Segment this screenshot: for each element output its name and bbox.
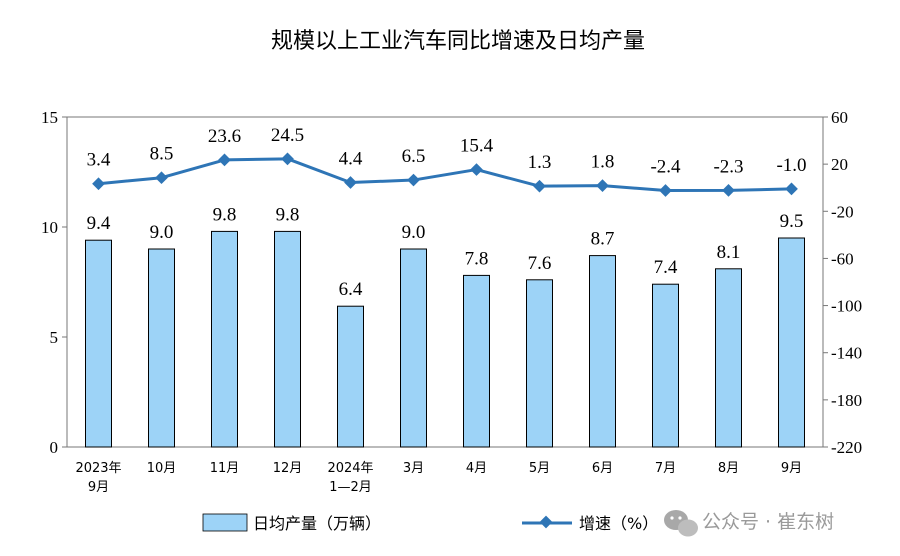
line-point	[218, 153, 231, 167]
category-label: 9月	[781, 461, 802, 476]
line-point	[470, 163, 483, 176]
bar-value-label: 7.8	[465, 248, 489, 269]
bar-data-labels: 9.4 9.0 9.8 9.8 6.4 9.0 7.8 7.6 8.7 7.4 8.1 9.5	[87, 204, 804, 300]
line-value-label: 15.4	[460, 136, 494, 157]
right-tick-label: -20	[831, 202, 854, 221]
category-label: 10月	[147, 461, 177, 476]
legend-bar-label: 日均产量（万辆）	[253, 514, 381, 533]
line-point	[92, 177, 105, 191]
bar	[337, 305, 364, 448]
line-value-label: 6.5	[402, 146, 426, 167]
right-axis: -220 -180 -140 -100 -60 -20 20 60	[823, 108, 862, 457]
left-tick-label: 0	[50, 438, 59, 457]
right-tick-label: -140	[831, 344, 862, 363]
left-tick-label: 15	[41, 108, 58, 127]
bar-value-label: 7.6	[528, 253, 552, 274]
category-label: 2024年	[327, 461, 373, 476]
line-value-label: 1.8	[591, 152, 615, 173]
line-value-label: 4.4	[339, 149, 363, 170]
legend: 日均产量（万辆） 增速（%）	[202, 513, 658, 533]
line-value-label: 24.5	[271, 125, 304, 146]
bar-value-label: 7.4	[654, 257, 678, 278]
bar	[148, 248, 175, 448]
right-tick-label: -220	[831, 438, 862, 457]
line-point	[785, 182, 798, 196]
category-label: 3月	[403, 461, 424, 476]
bar-value-label: 9.5	[780, 211, 804, 232]
bar	[652, 283, 679, 448]
chart-title: 规模以上工业汽车同比增速及日均产量	[271, 29, 645, 54]
legend-bar-swatch	[202, 513, 248, 532]
left-tick-label: 10	[41, 218, 58, 237]
category-label: 5月	[529, 461, 550, 476]
bar	[274, 230, 301, 448]
line-value-label: 3.4	[87, 150, 111, 171]
watermark-text: 公众号 · 崔东树	[702, 511, 834, 533]
line-value-label: -1.0	[776, 155, 806, 176]
right-tick-label: -60	[831, 249, 854, 268]
line-point	[596, 179, 609, 192]
line-value-label: -2.4	[650, 157, 681, 178]
bar	[400, 248, 427, 448]
legend-line-label: 增速（%）	[579, 514, 658, 533]
bar	[211, 230, 238, 448]
bar-value-label: 9.8	[276, 204, 300, 225]
bar-value-label: 9.4	[87, 213, 111, 234]
bar	[778, 237, 805, 448]
line-point	[533, 179, 546, 193]
category-label: 7月	[655, 461, 676, 476]
line-point	[407, 173, 420, 187]
category-axis: 2023年 9月 10月 11月 12月 2024年 1—2月 3月 4月 5月 6月 7月 8月 9月	[75, 461, 802, 495]
bar-value-label: 8.7	[591, 229, 615, 250]
line-series	[92, 152, 798, 197]
bar-value-label: 9.0	[402, 222, 426, 243]
bar	[463, 274, 490, 448]
bar	[85, 239, 112, 448]
bar-value-label: 6.4	[339, 279, 363, 300]
category-label: 4月	[466, 461, 487, 476]
plot-frame	[66, 116, 824, 448]
category-label: 11月	[210, 461, 240, 476]
bar	[526, 279, 553, 448]
line-value-label: 23.6	[208, 126, 241, 147]
legend-line-marker	[539, 515, 553, 529]
bar-value-label: 9.0	[150, 222, 174, 243]
bar-series	[85, 230, 805, 448]
bar	[589, 255, 616, 448]
category-label: 9月	[88, 480, 109, 495]
right-tick-label: 60	[831, 108, 848, 127]
right-tick-label: -180	[831, 391, 862, 410]
category-label: 8月	[718, 461, 739, 476]
line-point	[155, 171, 168, 185]
left-tick-label: 5	[50, 328, 59, 347]
wechat-icon	[664, 510, 698, 537]
left-axis: 0 5 10 15	[41, 108, 67, 457]
category-label: 2023年	[75, 461, 121, 476]
line-value-label: 8.5	[150, 144, 174, 165]
category-label: 6月	[592, 461, 613, 476]
line-value-label: -2.3	[713, 156, 743, 177]
line-point	[659, 184, 672, 197]
line-value-label: 1.3	[528, 152, 552, 173]
bar	[715, 268, 742, 448]
bar-value-label: 9.8	[213, 204, 237, 225]
bar-value-label: 8.1	[717, 242, 741, 263]
line-point	[344, 176, 357, 189]
line-point	[281, 152, 294, 166]
line-data-labels: 3.4 8.5 23.6 24.5 4.4 6.5 15.4 1.3 1.8 -2.4 -2.3 -1…	[87, 125, 807, 178]
right-tick-label: -100	[831, 297, 862, 316]
watermark: 公众号 · 崔东树	[664, 510, 834, 537]
category-label: 1—2月	[329, 480, 372, 495]
growth-line	[98, 157, 792, 193]
category-label: 12月	[273, 461, 303, 476]
line-point	[722, 184, 735, 197]
right-tick-label: 20	[831, 155, 848, 174]
